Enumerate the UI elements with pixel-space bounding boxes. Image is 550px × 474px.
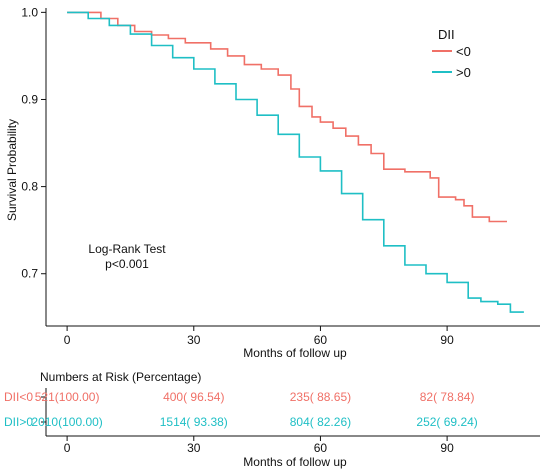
risk-row-label: DII<0 [4, 390, 33, 404]
survival-curve-dii-gt0 [67, 11, 524, 313]
risk-cell: 400( 96.54) [163, 390, 224, 404]
risk-cell: 2010(100.00) [31, 415, 102, 429]
x-tick-label: 60 [314, 333, 328, 347]
risk-x-axis-title: Months of follow up [243, 455, 347, 469]
survival-curve-dii-lt0 [67, 11, 507, 223]
y-tick-label: 1.0 [21, 5, 38, 19]
x-tick-label: 30 [187, 333, 201, 347]
risk-x-tick-label: 30 [187, 441, 201, 455]
risk-cell: 252( 69.24) [416, 415, 477, 429]
risk-x-tick-group: 0 30 60 90 [64, 436, 454, 455]
legend-title: DII [438, 27, 455, 42]
x-axis-title: Months of follow up [243, 346, 347, 360]
y-axis-title: Survival Probability [5, 119, 19, 221]
x-tick-label: 0 [64, 333, 71, 347]
survival-curves [67, 11, 524, 313]
y-tick-label: 0.7 [21, 267, 38, 281]
y-tick-label: 0.9 [21, 92, 38, 106]
risk-cell: 804( 82.26) [290, 415, 351, 429]
x-tick-label: 90 [440, 333, 454, 347]
risk-x-tick-label: 90 [440, 441, 454, 455]
risk-x-tick-label: 0 [64, 441, 71, 455]
risk-cell: 521(100.00) [35, 390, 100, 404]
risk-table-title: Numbers at Risk (Percentage) [40, 370, 201, 384]
legend-entry-lt0: <0 [456, 44, 471, 59]
legend: DII <0 >0 [432, 27, 471, 80]
log-rank-label: Log-Rank Test [88, 242, 166, 256]
risk-cell: 82( 78.84) [420, 390, 475, 404]
risk-row-label: DII>0 [4, 415, 33, 429]
x-tick-group: 0 30 60 90 [64, 326, 454, 347]
legend-entry-gt0: >0 [456, 65, 471, 80]
risk-cell: 1514( 93.38) [160, 415, 228, 429]
risk-table-rows: DII<0 521(100.00) 400( 96.54) 235( 88.65) 82… [4, 390, 478, 429]
y-tick-group: 0.7 0.8 0.9 1.0 [21, 5, 46, 281]
risk-cell: 235( 88.65) [290, 390, 351, 404]
risk-x-tick-label: 60 [314, 441, 328, 455]
y-tick-label: 0.8 [21, 180, 38, 194]
p-value-label: p<0.001 [105, 257, 149, 271]
